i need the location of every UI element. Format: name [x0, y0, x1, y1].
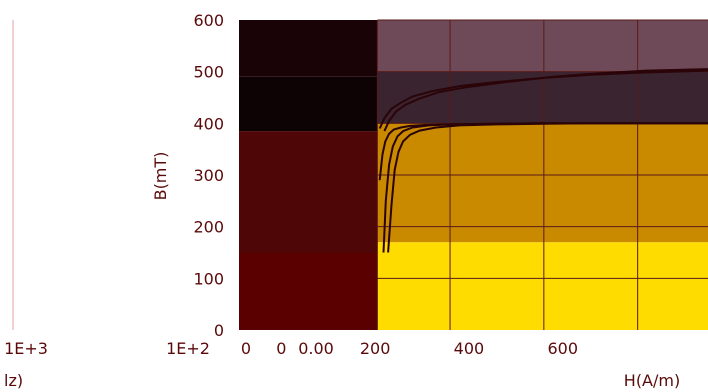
- background-band-6: [377, 71, 708, 124]
- background-band-2: [239, 76, 378, 132]
- x-tick-labels: 0 200 400 600 0 0.00: [241, 339, 578, 358]
- y-tick-label: 600: [193, 11, 224, 30]
- y-tick-label: 500: [193, 63, 224, 82]
- y-tick-label: 200: [193, 218, 224, 237]
- background-band-5: [377, 123, 708, 243]
- left-axis-tick-labels: 1E+3 1E+2: [4, 339, 210, 358]
- x-tick-label: 600: [547, 339, 578, 358]
- grid-lines: [376, 19, 708, 330]
- series-line-4: [383, 68, 708, 132]
- x-tick-label: 400: [454, 339, 485, 358]
- x-tick-label: 0: [276, 339, 286, 358]
- left-axis-tick-label: 1E+2: [166, 339, 210, 358]
- background-band-3: [239, 20, 378, 77]
- series-line-3: [378, 69, 708, 129]
- left-axis-tick-label: 1E+3: [4, 339, 48, 358]
- background-band-7: [377, 20, 708, 72]
- left-axis-label: lz): [4, 371, 23, 390]
- x-axis-label: H(A/m): [624, 371, 680, 390]
- y-tick-label: 100: [193, 269, 224, 288]
- garbled-tick-label: 0.00: [298, 339, 334, 358]
- plot-area: [239, 20, 708, 330]
- y-tick-label: 0: [214, 321, 224, 340]
- background-band-4: [377, 242, 708, 330]
- series-line-2: [387, 122, 708, 253]
- y-tick-labels: 0 100 200 300 400 500 600: [193, 11, 224, 340]
- y-tick-label: 300: [193, 166, 224, 185]
- y-axis-label: B(mT): [151, 152, 170, 201]
- y-tick-label: 400: [193, 114, 224, 133]
- background-band-0: [239, 252, 378, 330]
- x-tick-label: 200: [360, 339, 391, 358]
- garbled-tick-label: 0: [241, 339, 251, 358]
- series-group: [378, 68, 708, 253]
- background-band-1: [239, 131, 378, 253]
